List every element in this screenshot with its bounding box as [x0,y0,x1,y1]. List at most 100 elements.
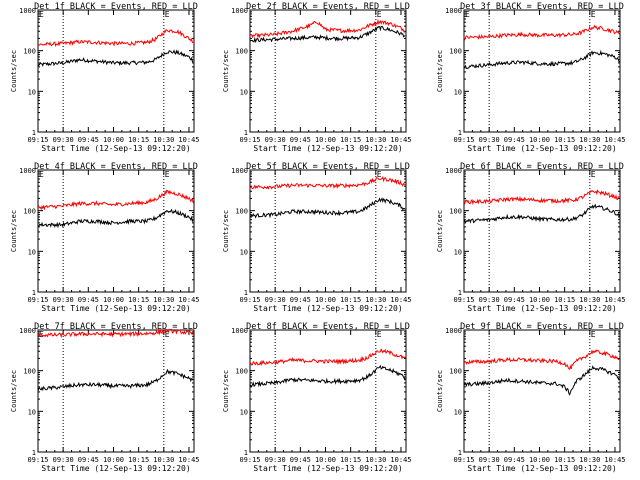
chart-title: Det 1f BLACK = Events, RED = LLD [34,2,198,12]
x-tick-label: 09:15 [27,456,48,464]
x-axis-label: Start Time (12-Sep-13 09:12:20) [253,304,402,313]
y-tick-label: 1 [244,289,248,297]
x-tick-label: 10:30 [365,456,386,464]
x-tick-label: 09:45 [504,296,525,304]
time-marker-label: E [377,330,382,339]
y-tick-label: 1 [32,449,36,457]
chart-title: Det 3f BLACK = Events, RED = LLD [460,2,624,12]
y-tick-label: 10 [454,408,462,416]
x-tick-label: 10:15 [554,136,575,144]
x-tick-label: 09:45 [290,456,311,464]
time-marker-label: E [591,170,596,179]
x-tick-label: 10:15 [128,296,149,304]
y-tick-label: 1000 [445,7,462,15]
chart-title: Det 9f BLACK = Events, RED = LLD [460,322,624,332]
x-tick-label: 09:15 [239,456,260,464]
y-tick-label: 10 [240,248,248,256]
y-tick-label: 10 [240,408,248,416]
plot-frame [37,169,195,293]
y-axis-label: Counts/sec [436,370,444,412]
x-tick-label: 10:30 [153,136,174,144]
series-events-line [249,25,406,44]
x-axis-label: Start Time (12-Sep-13 09:12:20) [253,144,402,153]
y-tick-label: 10 [240,88,248,96]
series-events-line [249,364,406,388]
x-tick-label: 09:30 [265,456,286,464]
x-axis-label: Start Time (12-Sep-13 09:12:20) [467,144,616,153]
series-events-line [37,368,194,392]
plot-frame [37,329,195,453]
x-tick-label: 10:45 [390,136,411,144]
x-tick-label: 10:30 [579,456,600,464]
y-tick-label: 1 [458,449,462,457]
time-marker-label: E [165,170,170,179]
x-tick-label: 10:45 [604,136,625,144]
y-tick-label: 10 [454,248,462,256]
x-tick-label: 10:00 [529,456,550,464]
plot-frame [249,9,407,133]
x-tick-label: 10:45 [178,296,199,304]
x-tick-label: 09:30 [479,296,500,304]
x-tick-label: 10:00 [529,136,550,144]
x-tick-label: 10:45 [178,136,199,144]
x-tick-label: 09:45 [290,296,311,304]
y-axis-label: Counts/sec [436,210,444,252]
series-events-line [249,197,406,219]
x-tick-label: 10:15 [554,296,575,304]
series-events-line [463,49,620,70]
x-tick-label: 10:15 [128,456,149,464]
chart-title: Det 2f BLACK = Events, RED = LLD [246,2,410,12]
x-tick-label: 09:30 [53,296,74,304]
y-tick-label: 1000 [19,167,36,175]
x-tick-label: 09:30 [53,136,74,144]
plot-frame [463,169,621,293]
top-left-marker-label: E [465,10,470,19]
x-tick-label: 09:45 [504,136,525,144]
y-tick-label: 10 [28,248,36,256]
x-tick-label: 10:30 [365,296,386,304]
x-tick-label: 09:15 [453,136,474,144]
x-tick-label: 09:45 [290,136,311,144]
chart-panel-5: Det 5f BLACK = Events, RED = LLD 1 10 100 10… [222,162,412,313]
chart-title: Det 6f BLACK = Events, RED = LLD [460,162,624,172]
x-tick-label: 10:00 [315,456,336,464]
y-tick-label: 1 [244,129,248,137]
x-axis-label: Start Time (12-Sep-13 09:12:20) [41,464,190,473]
series-lld-line [249,347,406,367]
x-tick-label: 09:45 [78,136,99,144]
y-tick-label: 1000 [19,7,36,15]
x-tick-label: 09:45 [78,296,99,304]
x-tick-label: 09:30 [265,136,286,144]
y-tick-label: 100 [235,208,248,216]
x-axis-label: Start Time (12-Sep-13 09:12:20) [253,464,402,473]
x-axis-label: Start Time (12-Sep-13 09:12:20) [467,464,616,473]
chart-title: Det 8f BLACK = Events, RED = LLD [246,322,410,332]
y-axis-label: Counts/sec [222,50,230,92]
chart-title: Det 5f BLACK = Events, RED = LLD [246,162,410,172]
x-tick-label: 10:45 [178,456,199,464]
chart-title: Det 4f BLACK = Events, RED = LLD [34,162,198,172]
x-tick-label: 10:00 [529,296,550,304]
y-tick-label: 10 [28,408,36,416]
series-events-line [463,364,620,396]
x-tick-label: 10:00 [315,136,336,144]
top-left-marker-label: E [39,10,44,19]
x-tick-label: 09:15 [239,136,260,144]
x-tick-label: 09:15 [453,296,474,304]
x-tick-label: 09:45 [78,456,99,464]
x-tick-label: 10:45 [390,296,411,304]
x-tick-label: 10:45 [390,456,411,464]
y-tick-label: 100 [449,48,462,56]
x-tick-label: 10:00 [103,136,124,144]
x-tick-label: 09:30 [479,136,500,144]
x-tick-label: 10:15 [128,136,149,144]
x-tick-label: 10:00 [315,296,336,304]
series-events-line [37,208,194,229]
y-tick-label: 1 [244,449,248,457]
series-lld-line [463,189,620,205]
y-tick-label: 1000 [231,167,248,175]
y-tick-label: 1 [458,289,462,297]
x-tick-label: 10:45 [604,296,625,304]
plot-frame [249,329,407,453]
